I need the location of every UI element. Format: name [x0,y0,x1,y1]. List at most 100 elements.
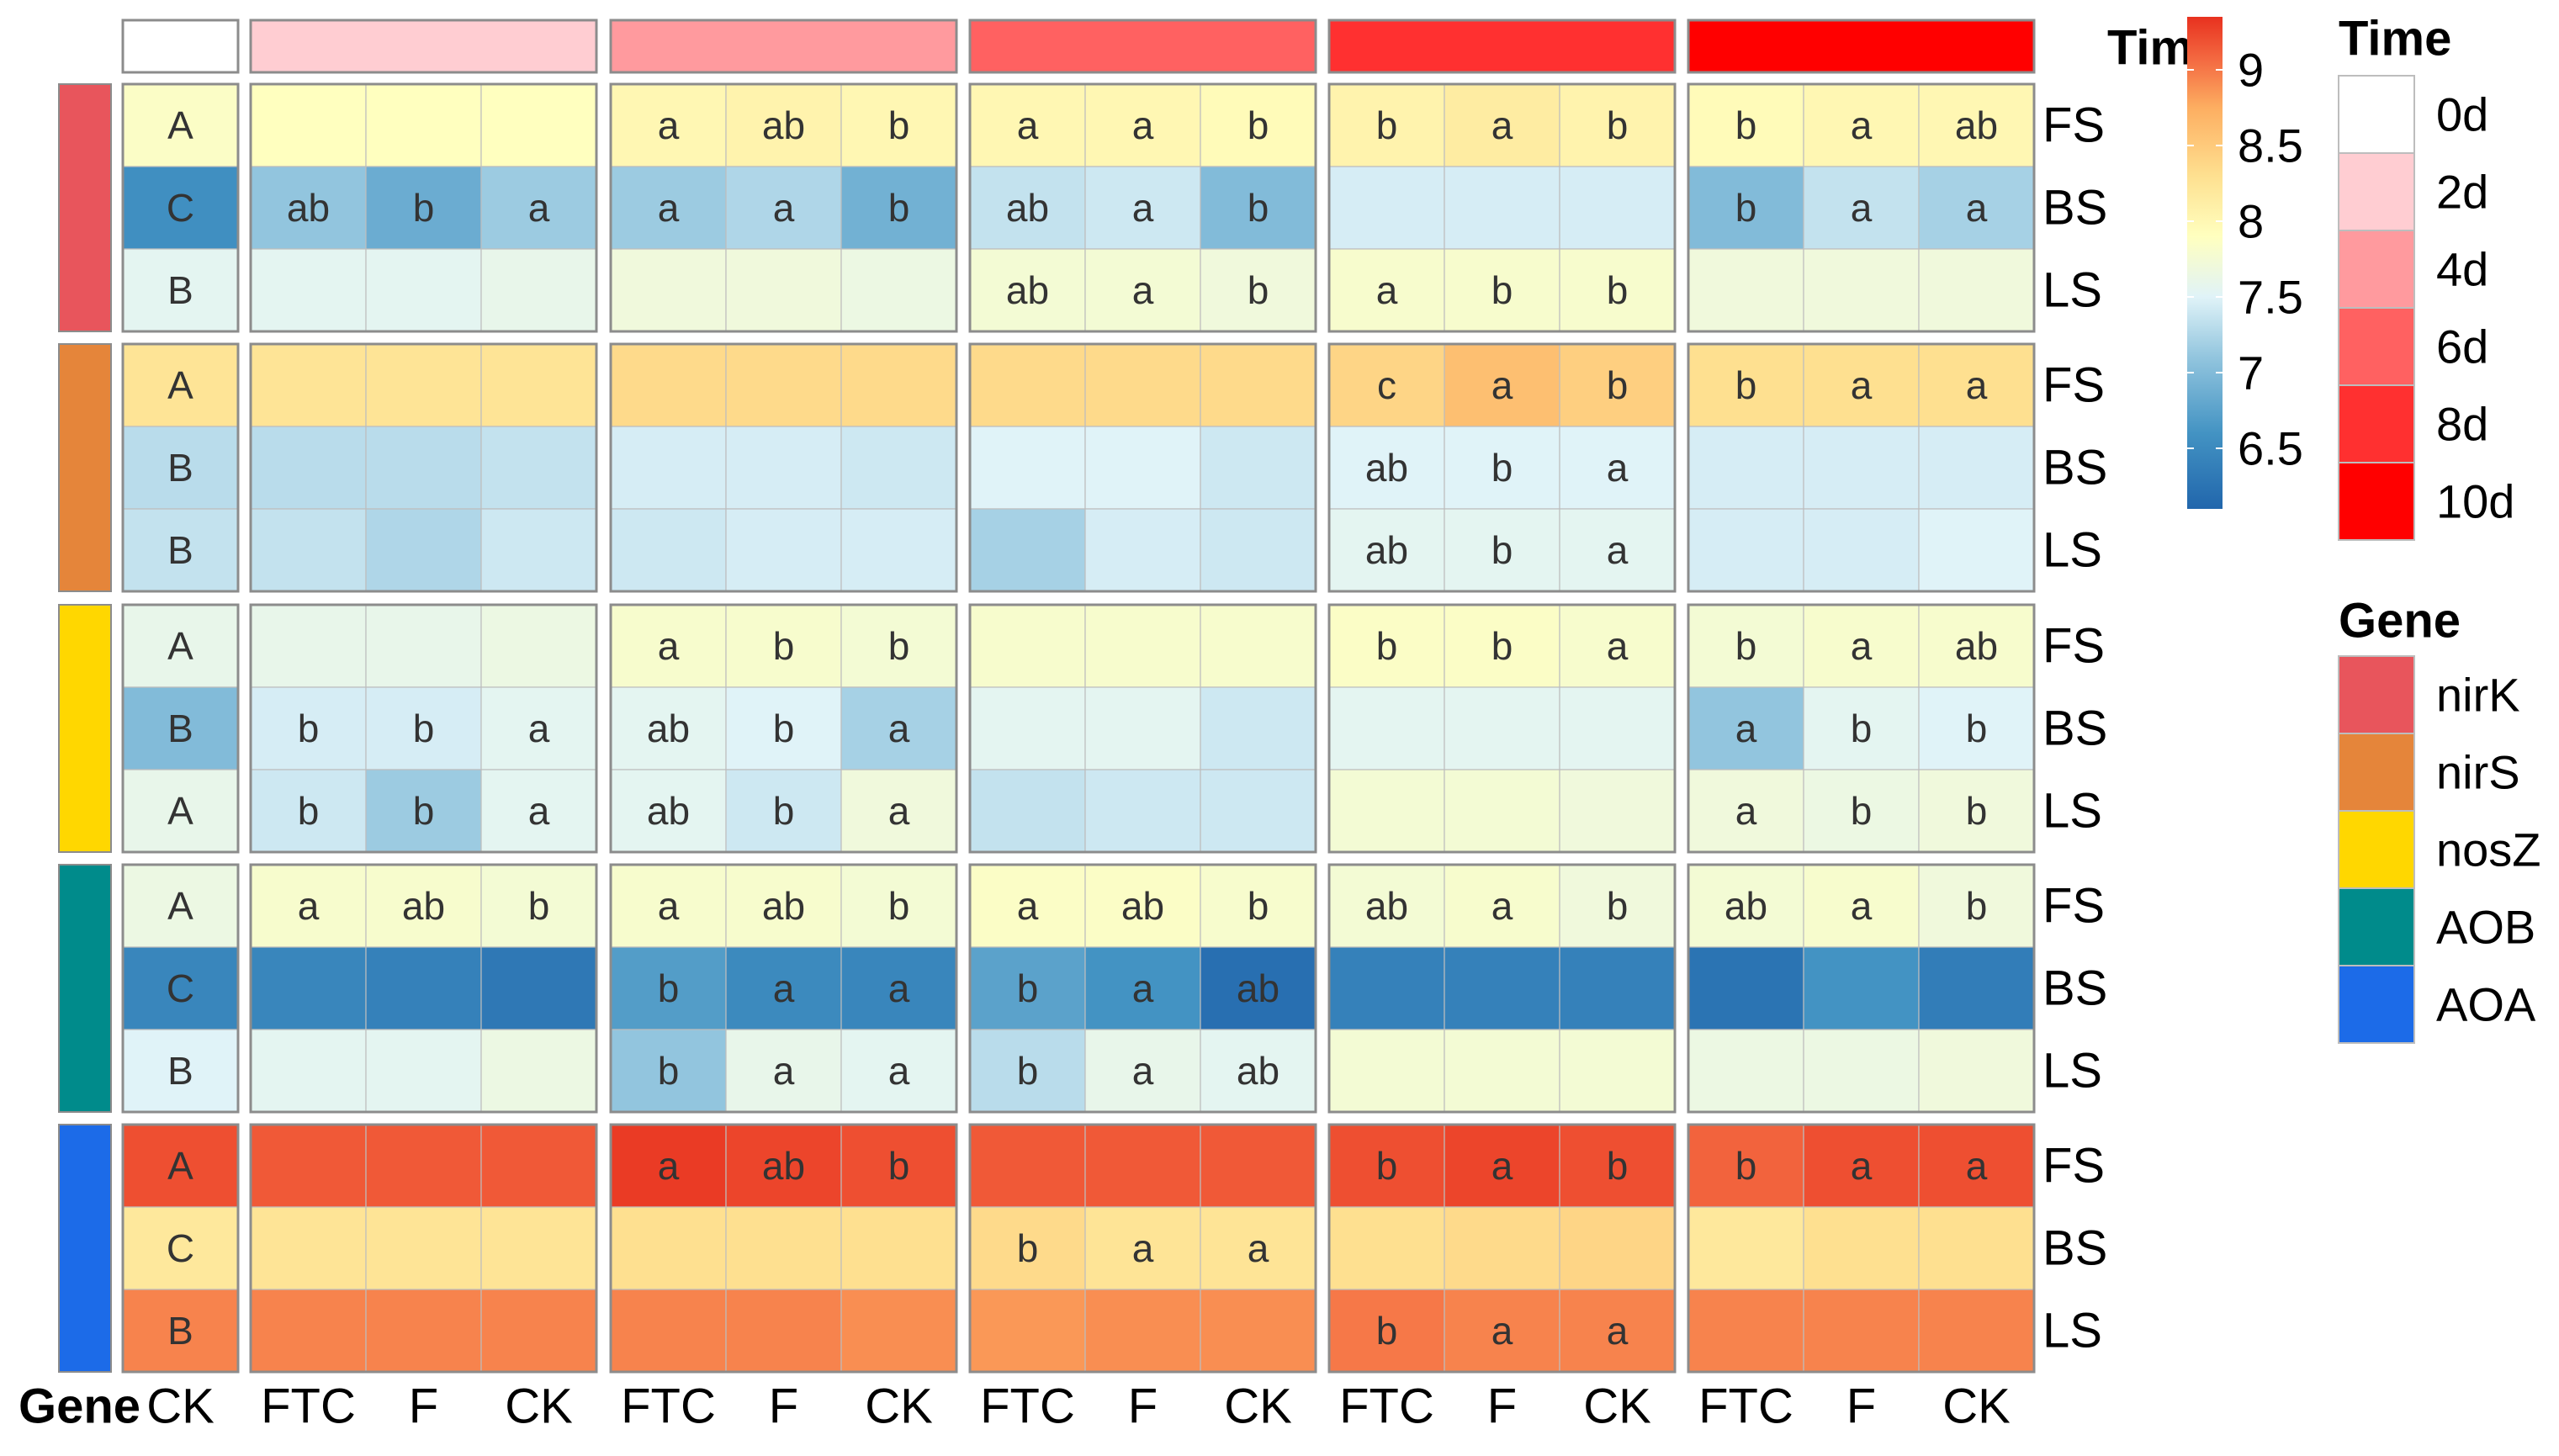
cell-significance-label: a [1491,1144,1513,1188]
cell-significance-label: b [1966,707,1988,750]
heat-cell [969,769,1086,853]
cell-significance-label: a [1491,884,1513,928]
cell-significance-label: b [1735,363,1757,407]
gene-annot-cell [59,84,111,167]
cell-significance-label: b [1735,186,1757,230]
block-group-border [609,603,958,854]
heat-cell [480,769,597,853]
column-label: CK [1583,1379,1651,1434]
heat-cell [1200,83,1317,167]
cell-significance-label: C [167,966,194,1010]
column-label: CK [865,1379,933,1434]
column-label: CK [1942,1379,2011,1434]
heat-cell [1559,769,1676,853]
heat-cell [1200,946,1317,1030]
gene-legend-key [2338,810,2415,889]
heat-cell [1444,508,1560,592]
heat-cell [1444,1289,1560,1373]
heat-cell [365,343,482,427]
cell-significance-label: ab [287,186,330,230]
cell-significance-label: b [1607,363,1629,407]
cell-significance-label: a [1248,1226,1269,1270]
cell-significance-label: A [167,624,193,668]
heat-cell [1328,1206,1445,1290]
heat-cell [1559,1029,1676,1113]
time-annot-group-border [1327,19,1677,74]
gene-annot-cell [59,1289,111,1372]
heat-cell [1559,166,1676,250]
heat-cell [250,864,367,948]
heat-cell [365,769,482,853]
row-label: FS [2042,879,2105,934]
heat-cell [122,1124,239,1208]
gene-axis-label: Gene [19,1379,140,1434]
cell-significance-label: C [167,1226,194,1270]
heat-cell [1803,508,1920,592]
time-annot-cell [1804,20,1919,72]
heat-cell [122,1289,239,1373]
cell-significance-label: a [528,789,550,833]
cell-significance-label: b [1017,1226,1039,1270]
heat-cell [1803,248,1920,332]
heat-cell [1328,1029,1445,1113]
heat-cell [725,426,842,510]
cell-significance-label: a [1132,186,1154,230]
column-label: FTC [980,1379,1075,1434]
time-legend-label: 8d [2436,398,2488,451]
time-annot-cell [1560,20,1675,72]
heat-cell [969,864,1086,948]
cell-significance-label: ab [762,103,805,147]
heat-cell [1444,1029,1560,1113]
heat-cell [1084,508,1201,592]
heat-cell [1200,1206,1317,1290]
block-group-border [121,863,240,1114]
time-annot-group-border [1687,19,2036,74]
heat-cell [1328,1289,1445,1373]
heat-cell [122,946,239,1030]
heat-cell [725,769,842,853]
heat-cell [122,604,239,688]
block-group-border [1687,603,2036,854]
heat-cell [250,248,367,332]
gene-annot-cell [59,426,111,509]
heat-cell [1803,1289,1920,1373]
cell-significance-label: b [1966,789,1988,833]
cell-significance-label: a [1851,884,1873,928]
cell-significance-label: b [658,1049,680,1093]
cell-significance-label: b [1735,1144,1757,1188]
heat-cell [1687,769,1804,853]
gene-annot-border [58,1124,112,1373]
heat-cell [1918,426,2035,510]
cell-significance-label: b [1376,103,1398,147]
cell-significance-label: a [773,1049,795,1093]
heat-cell [1084,1124,1201,1208]
block-group-border [1327,863,1677,1114]
heat-cell [840,248,957,332]
heat-cell [969,686,1086,770]
colorbar: 9 8.5 8 7.5 7 6.5 [2187,17,2303,509]
gene-annot-border [58,864,112,1113]
heat-cell [1918,83,2035,167]
time-annot-cell [1329,20,1444,72]
heat-cell [1084,343,1201,427]
heat-cell [1918,1206,2035,1290]
heat-cell [840,1029,957,1113]
heat-cell [1084,686,1201,770]
heat-cell [250,946,367,1030]
gene-annot-cell [59,1207,111,1289]
cell-significance-label: b [1851,789,1873,833]
heat-cell [1687,508,1804,592]
heat-cell [1084,1289,1201,1373]
block-group-border [249,342,598,593]
gene-legend: Gene nirK nirS nosZ AOB AOA [2338,594,2541,1044]
gene-annot-cell [59,509,111,591]
cell-significance-label: ab [647,707,690,750]
cell-significance-label: b [1017,966,1039,1010]
heat-cell [840,426,957,510]
heat-cell [1559,1124,1676,1208]
time-annot-cell [366,20,481,72]
cell-significance-label: B [167,446,193,490]
heat-cell [480,83,597,167]
block-group-border [249,863,598,1114]
cell-significance-label: B [167,268,193,312]
